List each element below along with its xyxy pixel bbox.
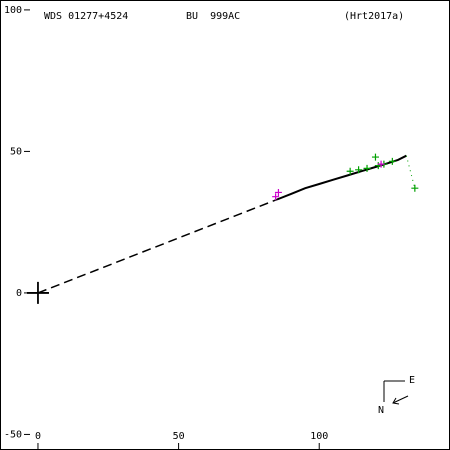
primary-star [26,281,49,304]
measurement [411,184,419,192]
compass-e: E [409,375,415,386]
x-tick-label: 0 [35,431,41,442]
y-tick-label: 0 [16,288,22,299]
measurement [274,188,282,196]
y-tick-label: 50 [10,146,22,157]
x-tick-label: 50 [173,431,185,442]
measurement [377,160,385,168]
compass-arrow [392,395,409,404]
measurement [388,157,396,165]
header-name: BU 999AC [186,11,240,22]
compass-arrow [392,397,400,405]
measurement [272,193,280,201]
y-tick-label: -50 [4,429,22,440]
measurement [371,153,379,161]
x-tick-label: 100 [310,431,328,442]
header-id: WDS 01277+4524 [44,11,128,22]
compass [383,380,409,405]
header-ref: (Hrt2017a) [344,11,404,22]
measurement [355,166,363,174]
measurement [346,167,354,175]
y-tick-label: 100 [4,5,22,16]
compass-n: N [378,405,384,416]
residual-path [405,155,416,189]
measurement [363,164,371,172]
dashed-path [37,198,278,294]
